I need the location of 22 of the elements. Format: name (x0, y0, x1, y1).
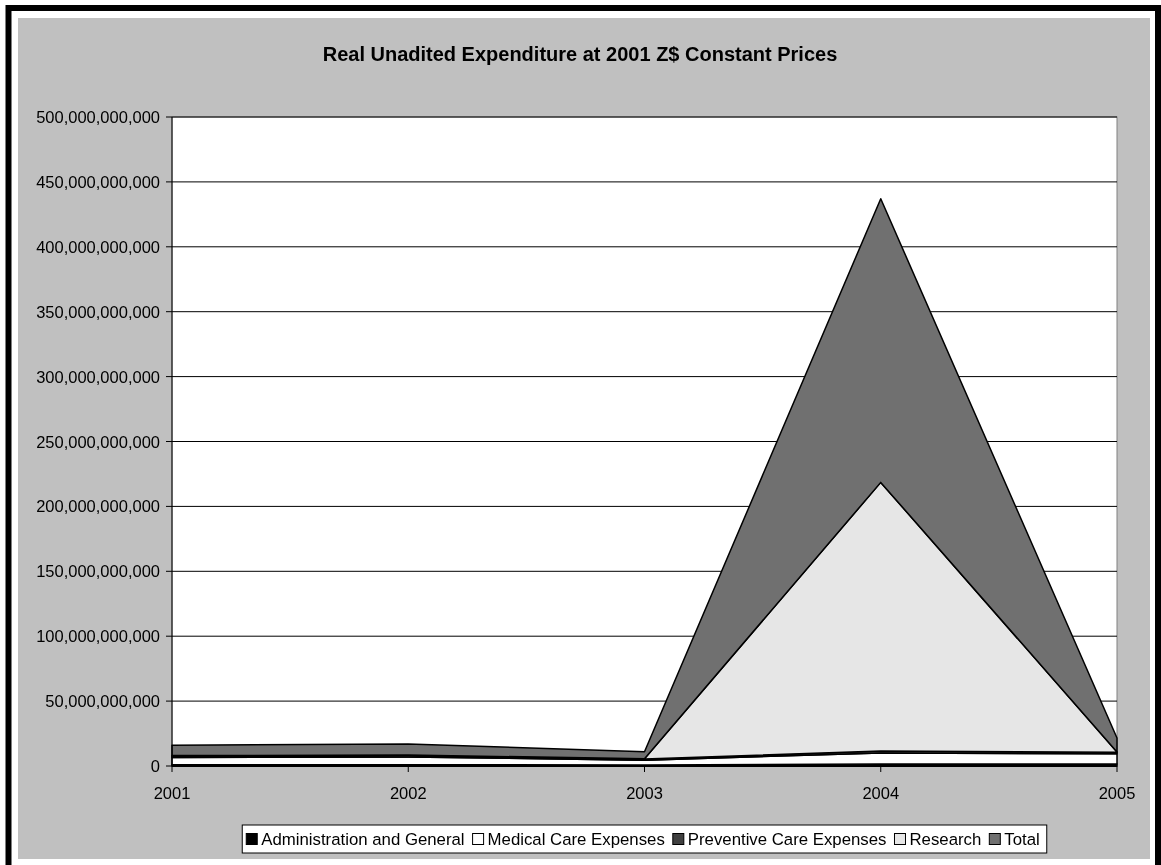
legend-label: Preventive Care Expenses (687, 829, 887, 849)
y-tick-label: 350,000,000,000 (36, 302, 160, 321)
y-tick-label: 0 (150, 757, 160, 775)
y-tick-label: 400,000,000,000 (36, 237, 160, 256)
y-tick-label: 200,000,000,000 (36, 497, 160, 516)
legend-label: Administration and General (261, 829, 465, 849)
legend-label: Total (1004, 829, 1040, 849)
chart-title: Real Unadited Expenditure at 2001 Z$ Constant Prices (322, 43, 838, 65)
y-tick-label: 450,000,000,000 (36, 172, 160, 191)
legend-label: Research (909, 829, 982, 849)
y-tick-label: 150,000,000,000 (36, 562, 160, 581)
x-tick-label: 2003 (626, 784, 663, 802)
x-tick-label: 2004 (862, 784, 900, 802)
y-tick-label: 500,000,000,000 (36, 108, 160, 126)
x-tick-label: 2002 (389, 784, 427, 802)
x-tick-label: 2001 (153, 784, 191, 802)
legend-label: Medical Care Expenses (487, 829, 665, 849)
y-tick-label: 50,000,000,000 (45, 692, 160, 711)
y-tick-label: 300,000,000,000 (36, 367, 160, 386)
y-tick-label: 250,000,000,000 (36, 432, 160, 451)
y-tick-label: 100,000,000,000 (36, 627, 160, 646)
x-tick-label: 2005 (1098, 784, 1136, 802)
